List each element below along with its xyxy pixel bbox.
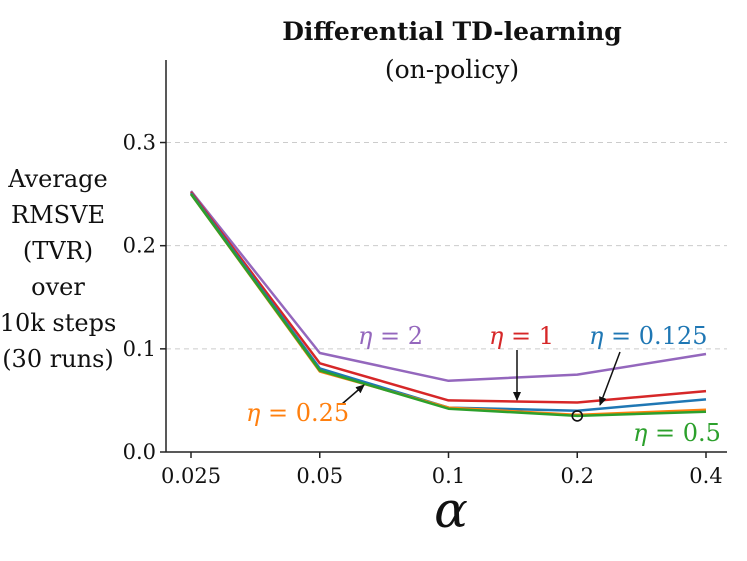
- series-label-eta-025: η = 0.25: [246, 399, 349, 427]
- y-axis-label: Average RMSVE (TVR) over 10k steps (30 runs): [0, 165, 116, 373]
- annotation-arrow-eta-0125: [599, 351, 621, 406]
- x-tick-label: 0.2: [561, 464, 594, 488]
- series-label-eta-0125: η = 0.125: [589, 322, 707, 350]
- x-tick-label: 0.05: [296, 464, 343, 488]
- series-label-eta-2: η = 2: [358, 322, 423, 350]
- eta-symbol: η: [489, 322, 504, 350]
- series-label-value: = 0.5: [647, 419, 721, 447]
- marker: [571, 410, 584, 422]
- series-label-value: = 0.25: [260, 399, 349, 427]
- y-axis-label-line: RMSVE: [11, 201, 105, 229]
- series-line: [190, 190, 707, 383]
- x-axis-label: α: [434, 481, 468, 539]
- y-axis-label-line: (30 runs): [2, 345, 114, 373]
- y-axis-label-line: 10k steps: [0, 309, 116, 337]
- x-tick-label: 0.025: [161, 464, 221, 488]
- eta-symbol: η: [358, 322, 373, 350]
- grid-lines: [166, 142, 727, 350]
- eta-symbol: η: [246, 399, 261, 427]
- annotation-arrow-eta-025: [341, 384, 365, 405]
- eta-symbol: η: [589, 322, 604, 350]
- series-label-value: = 2: [372, 322, 423, 350]
- series-line: [189, 193, 707, 418]
- series-lines: [189, 190, 707, 418]
- y-tick-label: 0.2: [123, 234, 156, 258]
- y-axis-label-line: Average: [7, 165, 107, 193]
- y-axis-label-line: over: [31, 273, 85, 301]
- series-label-value: = 1: [503, 322, 554, 350]
- y-tick-label: 0.1: [123, 337, 156, 361]
- chart-title: Differential TD-learning: [282, 17, 622, 46]
- y-ticks: 0.0 0.1 0.2 0.3: [123, 131, 166, 464]
- x-tick-label: 0.4: [689, 464, 722, 488]
- chart-subtitle: (on-policy): [385, 55, 519, 84]
- series-label-eta-1: η = 1: [489, 322, 554, 350]
- x-tick-label: 0.1: [432, 464, 465, 488]
- eta-symbol: η: [633, 419, 648, 447]
- y-axis-label-line: (TVR): [23, 237, 93, 265]
- y-tick-label: 0.0: [123, 440, 156, 464]
- series-label-eta-05: η = 0.5: [633, 419, 721, 447]
- y-tick-label: 0.3: [123, 131, 156, 155]
- series-label-value: = 0.125: [603, 322, 707, 350]
- x-ticks: 0.025 0.05 0.1 0.2 0.4: [161, 452, 723, 488]
- open-circle-marker: [571, 410, 584, 422]
- series-line: [190, 191, 707, 404]
